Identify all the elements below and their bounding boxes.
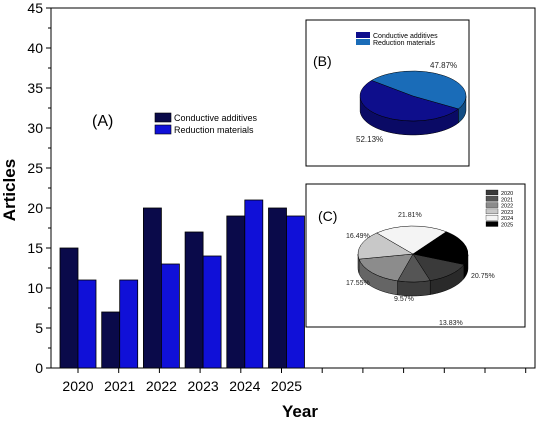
bar-reduction-materials-2025 bbox=[286, 215, 305, 369]
y-tick-label: 25 bbox=[27, 160, 43, 176]
panel-label-c: (C) bbox=[318, 208, 337, 224]
pie-c-legend-label: 2021 bbox=[501, 197, 513, 203]
y-tick-label: 45 bbox=[27, 0, 43, 16]
pie-c-legend-swatch bbox=[485, 208, 499, 215]
pie-b-legend-label: Conductive additives bbox=[373, 33, 438, 40]
pie-b-value-label: 47.87% bbox=[430, 61, 457, 70]
pie-c-slice-side-1 bbox=[397, 280, 431, 297]
bar-conductive-additives-2024 bbox=[226, 215, 246, 369]
bar-chart-legend: Conductive additives Reduction materials bbox=[154, 112, 258, 135]
legend-swatch bbox=[154, 112, 172, 123]
y-tick-label: 35 bbox=[27, 80, 43, 96]
pie-c-legend-label: 2025 bbox=[501, 223, 513, 229]
pie-c-legend-label: 2024 bbox=[501, 216, 513, 222]
x-tick-label: 2025 bbox=[271, 378, 302, 394]
x-axis-title: Year bbox=[282, 402, 318, 421]
y-tick-label: 30 bbox=[27, 120, 43, 136]
panel-label-a: (A) bbox=[92, 113, 113, 130]
pie-chart-b: 52.13% 47.87% bbox=[356, 61, 467, 144]
pie-c-value-label: 20.75% bbox=[471, 273, 495, 280]
bar-chart-labels: (A) Year Articles bbox=[0, 113, 318, 421]
pie-c-value-label: 9.57% bbox=[394, 296, 414, 303]
x-tick-label: 2024 bbox=[229, 378, 260, 394]
pie-c-legend-label: 2022 bbox=[501, 204, 513, 210]
pie-c-slice-4 bbox=[376, 225, 447, 255]
bar-conductive-additives-2021 bbox=[101, 311, 121, 369]
pie-c-value-label: 16.49% bbox=[346, 233, 370, 240]
pie-c-legend-swatch bbox=[485, 215, 499, 221]
y-tick-label: 5 bbox=[35, 320, 43, 336]
pie-c-slice-5 bbox=[412, 231, 469, 265]
pie-c-value-label: 13.83% bbox=[439, 320, 463, 327]
bar-conductive-additives-2023 bbox=[184, 231, 204, 369]
x-tick-label: 2022 bbox=[146, 378, 177, 394]
pie-c-value-label: 21.81% bbox=[398, 212, 422, 219]
panel-label-b: (B) bbox=[313, 53, 332, 69]
pie-b-slice-1 bbox=[371, 70, 467, 110]
y-tick-label: 15 bbox=[27, 240, 43, 256]
y-tick-label: 20 bbox=[27, 200, 43, 216]
pie-b-value-label: 52.13% bbox=[356, 135, 383, 144]
y-tick-label: 40 bbox=[27, 40, 43, 56]
pie-b-legend-swatch bbox=[356, 32, 370, 38]
y-tick-label: 0 bbox=[35, 360, 43, 376]
x-tick-label: 2020 bbox=[62, 378, 93, 394]
pie-b-legend-label: Reduction materials bbox=[373, 40, 435, 47]
pie-b-slice-0 bbox=[359, 80, 459, 122]
legend-label: Conductive additives bbox=[174, 113, 258, 123]
pie-c-legend-swatch bbox=[485, 189, 499, 196]
y-tick-label: 10 bbox=[27, 280, 43, 296]
bar-conductive-additives-2025 bbox=[268, 207, 287, 369]
bar-chart-bars bbox=[59, 199, 305, 369]
bar-conductive-additives-2022 bbox=[142, 207, 162, 369]
y-axis-title: Articles bbox=[0, 159, 19, 221]
inset-panel-b: (B) 52.13% 47.87% Conductive additivesRed… bbox=[305, 19, 470, 167]
x-tick-label: 2023 bbox=[188, 378, 219, 394]
inset-panel-c: (C) 13.83%9.57%17.55%16.49%21.81%20.75% … bbox=[305, 183, 526, 328]
pie-b-legend-swatch bbox=[356, 39, 370, 45]
pie-c-legend-label: 2023 bbox=[501, 210, 513, 216]
legend-swatch bbox=[154, 124, 172, 135]
pie-c-slice-3 bbox=[357, 232, 414, 260]
bar-reduction-materials-2021 bbox=[119, 279, 139, 369]
bar-conductive-additives-2020 bbox=[59, 247, 79, 369]
bar-reduction-materials-2024 bbox=[244, 199, 264, 369]
pie-c-legend-swatch bbox=[485, 221, 499, 227]
pie-c-slice-2 bbox=[358, 253, 414, 282]
bar-reduction-materials-2022 bbox=[160, 263, 180, 369]
pie-chart-c: 13.83% 9.57% 17.55% 16.49% 21.81% 20.75% bbox=[346, 212, 495, 327]
legend-label: Reduction materials bbox=[174, 125, 254, 135]
pie-c-legend-swatch bbox=[485, 202, 499, 208]
pie-c-legend-swatch bbox=[485, 196, 499, 202]
pie-c-value-label: 17.55% bbox=[346, 280, 370, 287]
bar-reduction-materials-2023 bbox=[202, 255, 222, 369]
bar-reduction-materials-2020 bbox=[77, 279, 97, 369]
pie-c-legend-label: 2020 bbox=[501, 191, 513, 197]
x-tick-label: 2021 bbox=[104, 378, 135, 394]
